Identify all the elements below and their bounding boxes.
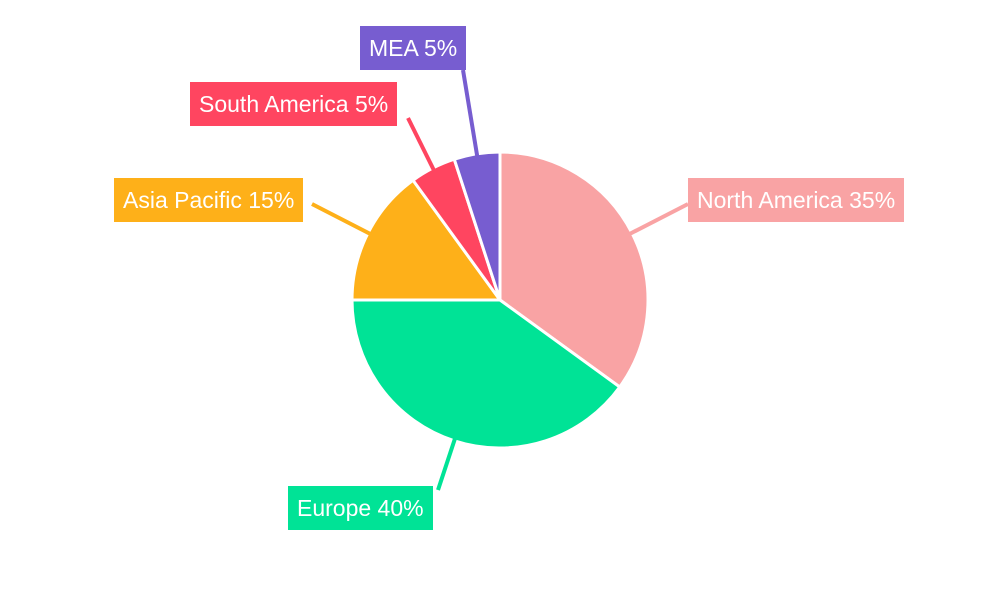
data-label: South America 5% [190,82,398,126]
leader-line [629,202,689,236]
leader-line [311,202,371,236]
data-label: Asia Pacific 15% [114,178,304,222]
data-label: Europe 40% [288,486,433,530]
data-label: North America 35% [688,178,905,222]
leader-line [436,438,457,491]
data-label: MEA 5% [360,26,467,70]
leader-line [406,117,436,171]
leader-line [461,69,480,157]
